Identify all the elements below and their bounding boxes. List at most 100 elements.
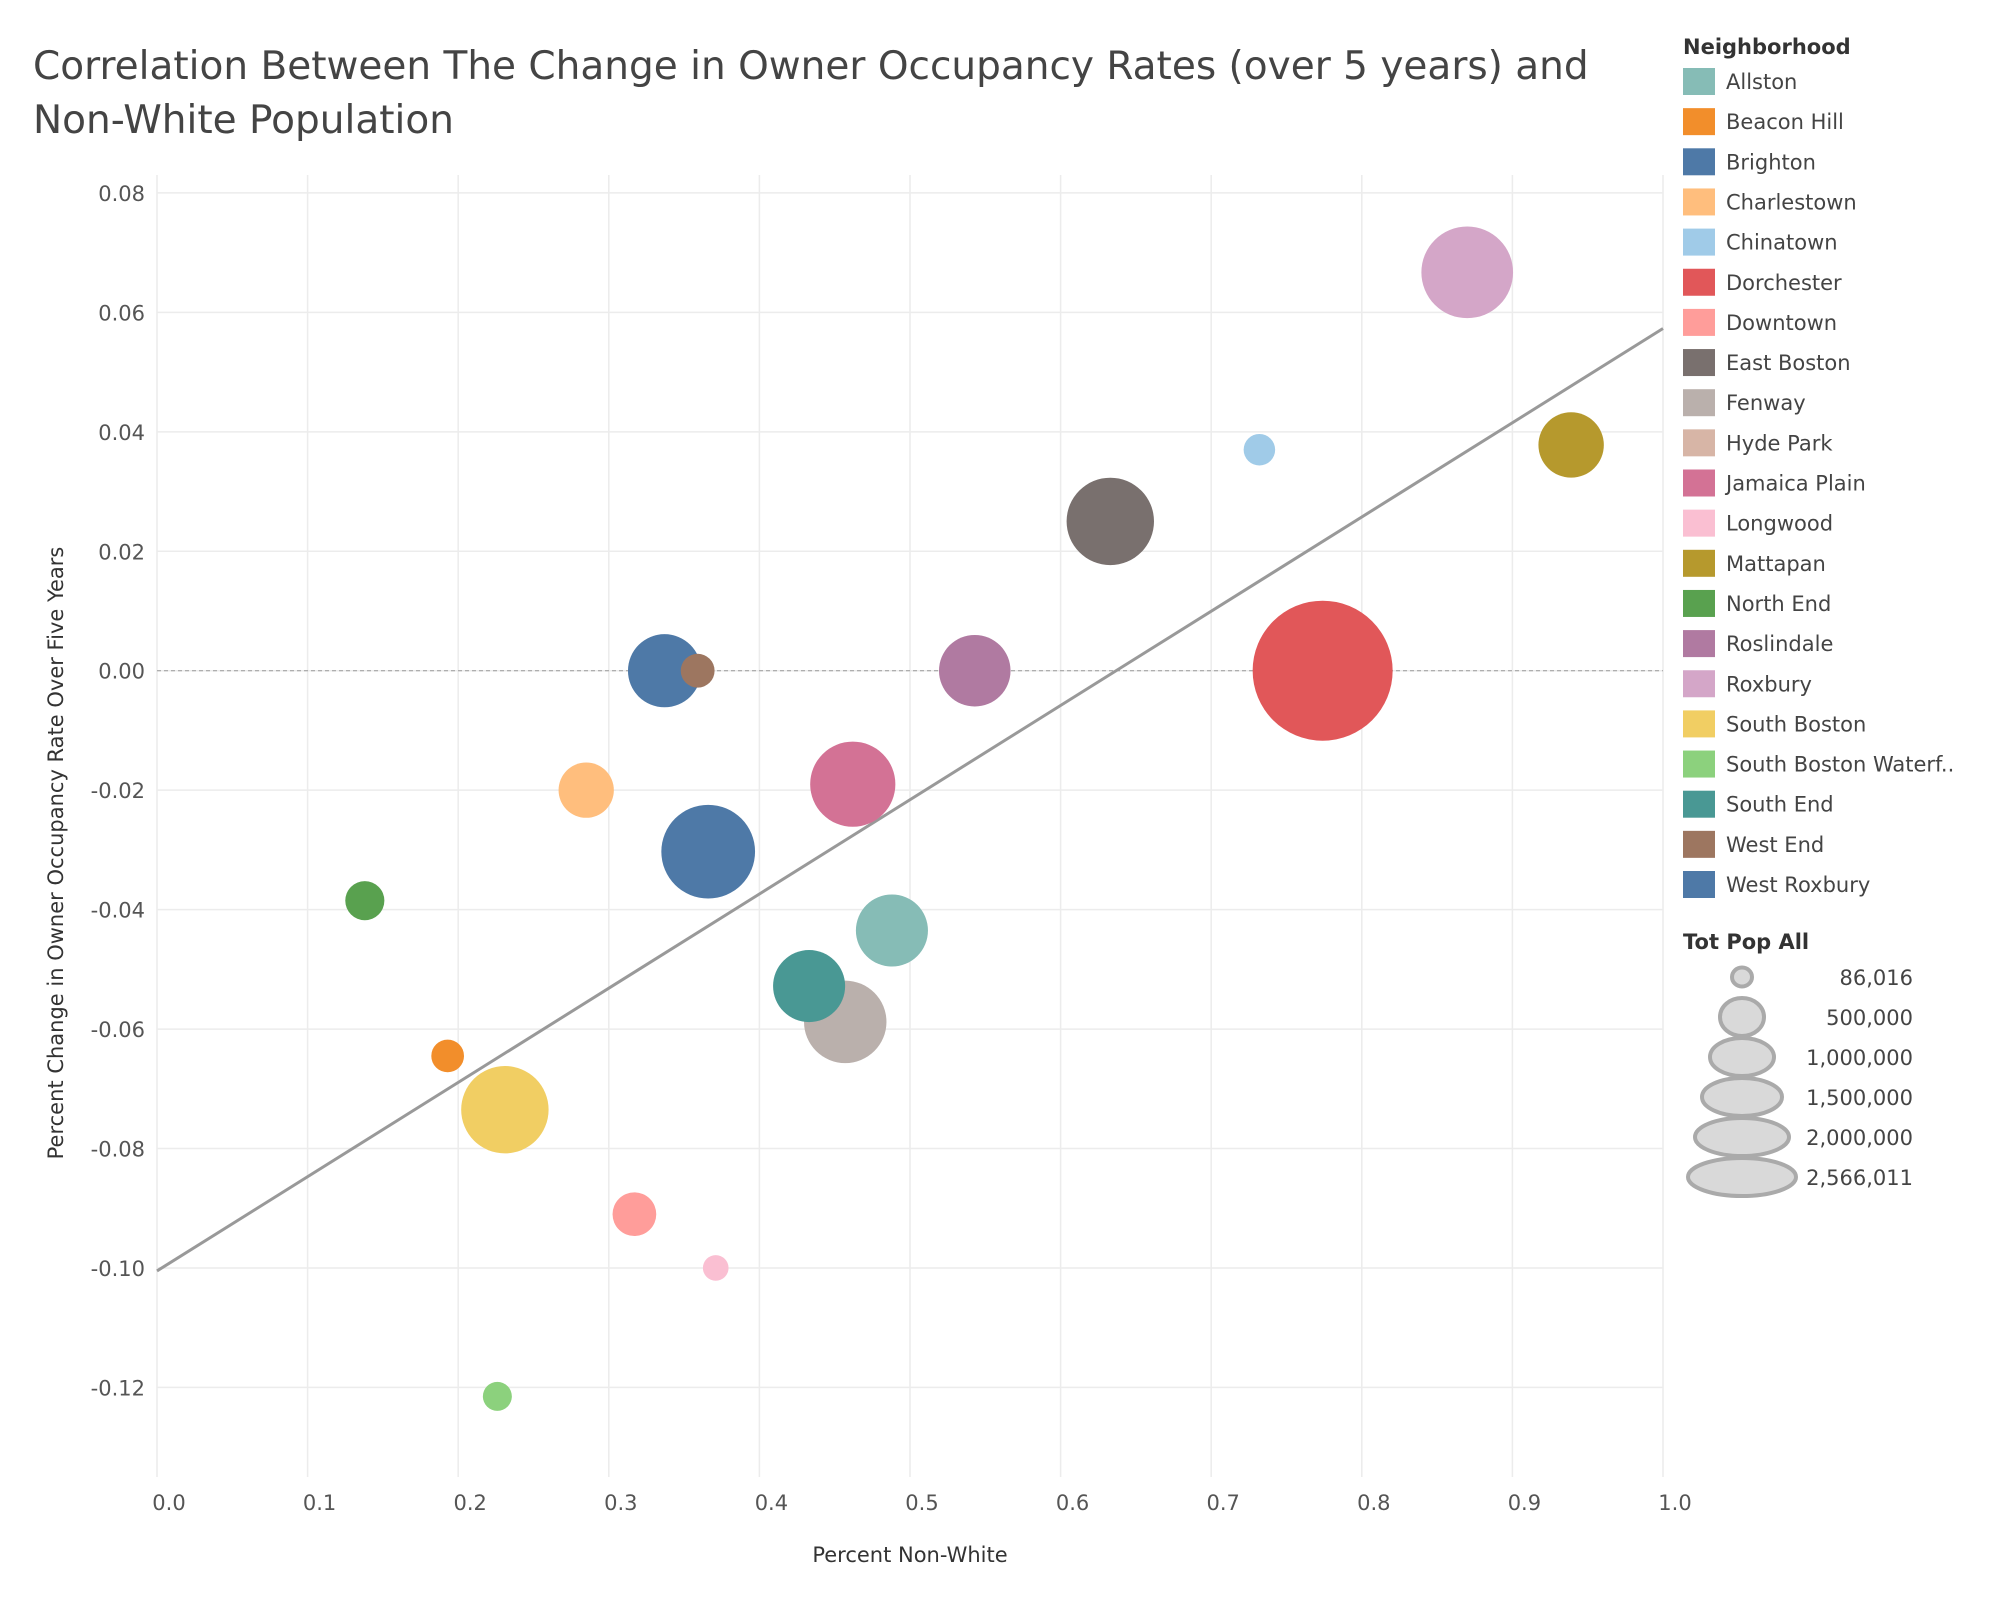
legend-swatch — [1683, 469, 1715, 497]
legend-swatch — [1683, 750, 1715, 778]
legend-item-allston[interactable]: Allston — [1683, 68, 1797, 95]
size-legend-circle — [1700, 1076, 1784, 1118]
legend-item-downtown[interactable]: Downtown — [1683, 308, 1837, 336]
point-north-end[interactable] — [345, 881, 385, 921]
size-legend-circle — [1708, 1036, 1776, 1078]
size-legend-label: 2,566,011 — [1806, 1166, 1913, 1190]
legend-swatch — [1683, 349, 1715, 377]
legend-swatch — [1683, 389, 1715, 417]
legend-label: Chinatown — [1726, 231, 1838, 255]
size-legend-label: 500,000 — [1826, 1006, 1913, 1030]
trend-line — [156, 327, 1664, 1273]
size-legend-circle — [1730, 965, 1754, 989]
legend-swatch — [1683, 228, 1715, 256]
legend-swatch — [1683, 148, 1715, 176]
y-tick-label: -0.10 — [91, 1257, 145, 1281]
point-jamaica-plain[interactable] — [810, 741, 896, 827]
y-tick-label: -0.02 — [91, 779, 145, 803]
size-legend-circle — [1686, 1156, 1798, 1198]
x-tick-label: 0.7 — [1206, 1491, 1239, 1515]
point-mattapan[interactable] — [1538, 412, 1604, 478]
point-south-boston[interactable] — [461, 1065, 549, 1154]
point-brighton[interactable] — [627, 634, 702, 708]
legend-label: Jamaica Plain — [1724, 472, 1866, 496]
legend-item-roslindale[interactable]: Roslindale — [1683, 630, 1833, 658]
legend-item-dorchester[interactable]: Dorchester — [1683, 268, 1842, 296]
point-west-roxbury[interactable] — [661, 804, 756, 899]
legend-label: Allston — [1726, 70, 1797, 94]
size-legend-label: 1,000,000 — [1806, 1046, 1913, 1070]
size-legend-title: Tot Pop All — [1683, 930, 1809, 954]
point-west-end[interactable] — [680, 653, 715, 688]
data-points — [345, 226, 1604, 1411]
legend-swatch — [1683, 630, 1715, 658]
color-legend-title: Neighborhood — [1683, 35, 1851, 59]
legend-item-south-boston-waterfront[interactable]: South Boston Waterf.. — [1683, 750, 1954, 778]
size-legend-item: 1,500,000 — [1700, 1076, 1913, 1118]
x-tick-label: 1.0 — [1658, 1491, 1691, 1515]
x-axis-title: Percent Non-White — [812, 1543, 1007, 1567]
point-charlestown[interactable] — [558, 762, 614, 818]
legend-label: Roxbury — [1726, 672, 1812, 696]
legend-swatch — [1683, 830, 1715, 858]
point-chinatown[interactable] — [1243, 433, 1276, 466]
legend-swatch — [1683, 670, 1715, 698]
legend-label: Beacon Hill — [1726, 110, 1844, 134]
size-legend-item: 2,566,011 — [1686, 1156, 1913, 1198]
y-tick-labels: 0.08 0.06 0.04 0.02 0.00 -0.02 -0.04 -0.06 -0.08… — [91, 182, 145, 1400]
legend-item-mattapan[interactable]: Mattapan — [1683, 549, 1826, 577]
legend-swatch — [1683, 108, 1715, 136]
legend-label: Brighton — [1726, 150, 1816, 174]
y-tick-label: -0.06 — [91, 1018, 145, 1042]
legend-label: West End — [1726, 833, 1824, 857]
legend-item-south-end[interactable]: South End — [1683, 790, 1834, 818]
point-roslindale[interactable] — [938, 634, 1011, 707]
chart-title: Correlation Between The Change in Owner … — [33, 44, 1589, 143]
x-tick-label: 0.4 — [755, 1491, 788, 1515]
legend-swatch — [1683, 710, 1715, 738]
x-tick-label: 0.5 — [905, 1491, 938, 1515]
legend-swatch — [1683, 268, 1715, 296]
legend-swatch — [1683, 509, 1715, 537]
size-legend-label: 2,000,000 — [1806, 1126, 1913, 1150]
legend-item-west-end[interactable]: West End — [1683, 830, 1824, 858]
point-south-boston-waterfront[interactable] — [482, 1381, 512, 1411]
legend-item-brighton[interactable]: Brighton — [1683, 148, 1816, 176]
legend-swatch — [1683, 871, 1715, 898]
point-longwood[interactable] — [702, 1255, 729, 1281]
color-legend: Neighborhood Allston Beacon Hill Brighton C… — [1683, 35, 1954, 898]
legend-label: South Boston — [1726, 712, 1866, 736]
legend-item-hyde-park[interactable]: Hyde Park — [1683, 429, 1833, 457]
point-dorchester[interactable] — [1252, 600, 1393, 741]
size-legend-label: 1,500,000 — [1806, 1086, 1913, 1110]
legend-label: Charlestown — [1726, 190, 1857, 214]
x-tick-label: 0.0 — [152, 1491, 185, 1515]
legend-item-chinatown[interactable]: Chinatown — [1683, 228, 1838, 256]
legend-item-roxbury[interactable]: Roxbury — [1683, 670, 1812, 698]
x-tick-label: 0.9 — [1508, 1491, 1541, 1515]
legend-item-beacon-hill[interactable]: Beacon Hill — [1683, 108, 1844, 136]
legend-item-fenway[interactable]: Fenway — [1683, 389, 1806, 417]
legend-item-east-boston[interactable]: East Boston — [1683, 349, 1851, 377]
point-roxbury[interactable] — [1421, 226, 1514, 319]
point-beacon-hill[interactable] — [431, 1039, 465, 1073]
point-east-boston[interactable] — [1066, 477, 1154, 566]
point-south-end[interactable] — [773, 950, 846, 1023]
legend-item-longwood[interactable]: Longwood — [1683, 509, 1833, 537]
point-downtown[interactable] — [612, 1192, 657, 1237]
legend-item-north-end[interactable]: North End — [1683, 589, 1831, 617]
size-legend-circle — [1693, 1116, 1791, 1158]
x-tick-label: 0.8 — [1357, 1491, 1390, 1515]
x-tick-labels: 0.0 0.1 0.2 0.3 0.4 0.5 0.6 0.7 0.8 0.9 1.0 — [152, 1491, 1691, 1515]
legend-item-west-roxbury[interactable]: West Roxbury — [1683, 871, 1870, 898]
legend-item-charlestown[interactable]: Charlestown — [1683, 188, 1857, 216]
legend-label: Hyde Park — [1726, 431, 1833, 455]
legend-item-jamaica-plain[interactable]: Jamaica Plain — [1683, 469, 1866, 497]
legend-label: Fenway — [1726, 391, 1806, 415]
legend-item-south-boston[interactable]: South Boston — [1683, 710, 1866, 738]
legend-label: Downtown — [1726, 311, 1837, 335]
point-allston[interactable] — [855, 894, 928, 967]
y-tick-label: 0.02 — [98, 540, 145, 564]
legend-label: Mattapan — [1726, 552, 1826, 576]
